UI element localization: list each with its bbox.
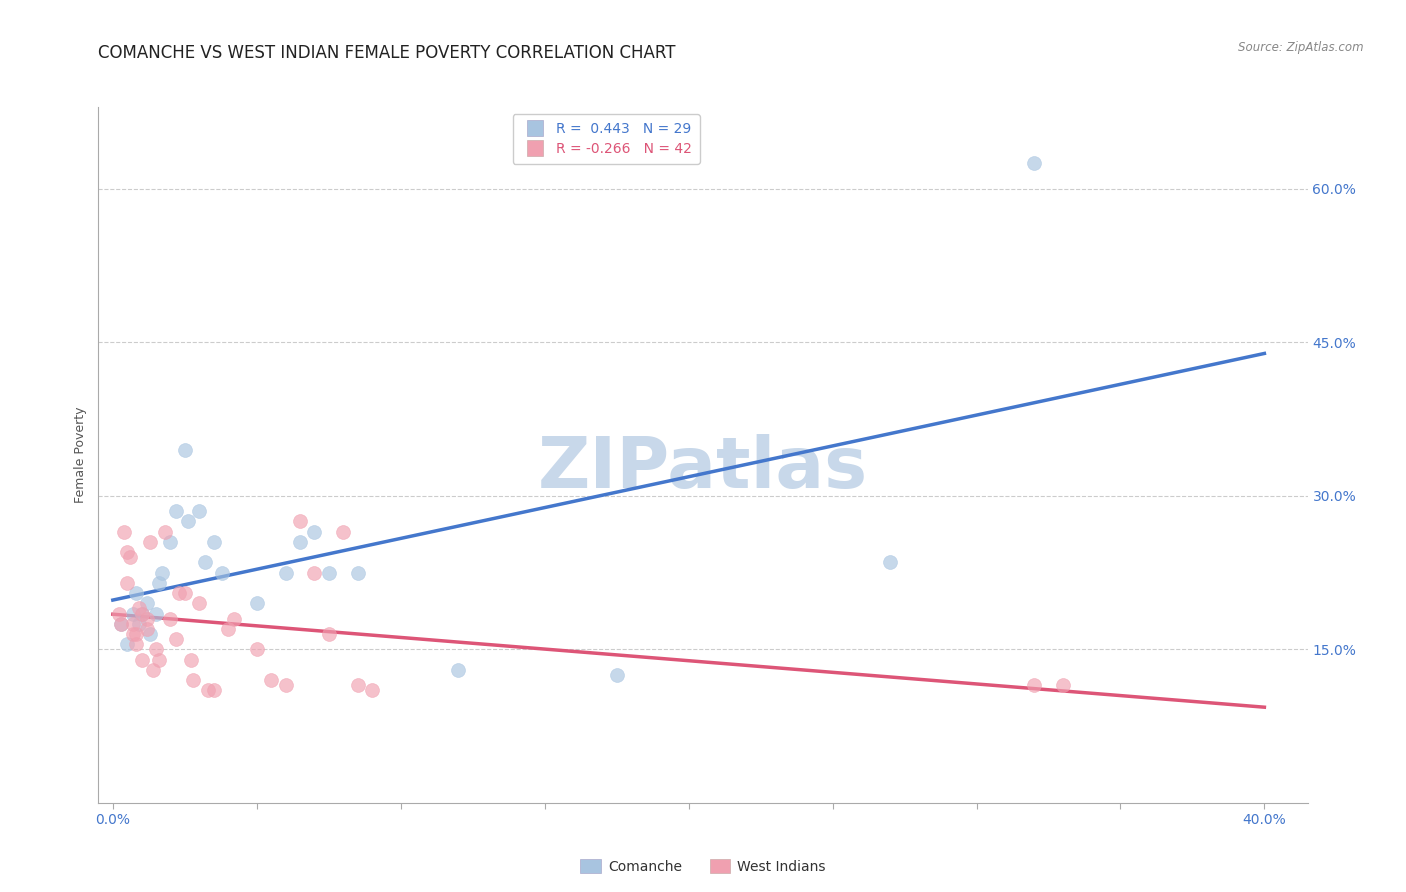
Point <box>1052 678 1074 692</box>
Point <box>122 607 145 621</box>
Point <box>188 504 211 518</box>
Point <box>110 616 132 631</box>
Point <box>176 515 198 529</box>
Point <box>131 607 153 621</box>
Point <box>173 442 195 457</box>
Point <box>122 627 145 641</box>
Point <box>115 545 138 559</box>
Point <box>131 652 153 666</box>
Point <box>131 607 153 621</box>
Point <box>142 663 165 677</box>
Point <box>346 678 368 692</box>
Point <box>148 652 170 666</box>
Point <box>194 555 217 569</box>
Point <box>128 601 150 615</box>
Point <box>260 673 283 687</box>
Point <box>332 524 354 539</box>
Point <box>183 673 205 687</box>
Point <box>122 616 145 631</box>
Point <box>246 642 269 657</box>
Point <box>145 607 167 621</box>
Point <box>145 642 167 657</box>
Point <box>188 596 211 610</box>
Point <box>120 550 142 565</box>
Point <box>197 683 219 698</box>
Point <box>153 524 176 539</box>
Point <box>159 535 181 549</box>
Point <box>139 535 162 549</box>
Point <box>211 566 233 580</box>
Point <box>222 612 245 626</box>
Point <box>125 627 148 641</box>
Point <box>148 575 170 590</box>
Point <box>346 566 368 580</box>
Point <box>128 616 150 631</box>
Point <box>115 575 138 590</box>
Point <box>1022 156 1045 170</box>
Point <box>167 586 190 600</box>
Point <box>165 504 187 518</box>
Point <box>304 524 326 539</box>
Point <box>165 632 187 646</box>
Text: COMANCHE VS WEST INDIAN FEMALE POVERTY CORRELATION CHART: COMANCHE VS WEST INDIAN FEMALE POVERTY C… <box>98 45 676 62</box>
Y-axis label: Female Poverty: Female Poverty <box>75 407 87 503</box>
Point <box>136 596 159 610</box>
Point <box>139 627 162 641</box>
Point <box>115 637 138 651</box>
Point <box>606 668 628 682</box>
Point <box>246 596 269 610</box>
Point <box>274 566 297 580</box>
Point <box>447 663 470 677</box>
Text: ZIPatlas: ZIPatlas <box>538 434 868 503</box>
Point <box>150 566 173 580</box>
Point <box>288 535 311 549</box>
Point <box>136 612 159 626</box>
Point <box>125 586 148 600</box>
Point <box>202 535 225 549</box>
Point <box>304 566 326 580</box>
Point <box>288 515 311 529</box>
Point <box>318 627 340 641</box>
Point <box>110 616 132 631</box>
Point <box>274 678 297 692</box>
Legend: Comanche, West Indians: Comanche, West Indians <box>575 854 831 880</box>
Point <box>173 586 195 600</box>
Point <box>879 555 901 569</box>
Point <box>217 622 239 636</box>
Point <box>318 566 340 580</box>
Point <box>159 612 181 626</box>
Point <box>112 524 135 539</box>
Text: Source: ZipAtlas.com: Source: ZipAtlas.com <box>1239 40 1364 54</box>
Point <box>107 607 129 621</box>
Point <box>180 652 202 666</box>
Point <box>136 622 159 636</box>
Point <box>1022 678 1045 692</box>
Point <box>202 683 225 698</box>
Point <box>125 637 148 651</box>
Point <box>361 683 384 698</box>
